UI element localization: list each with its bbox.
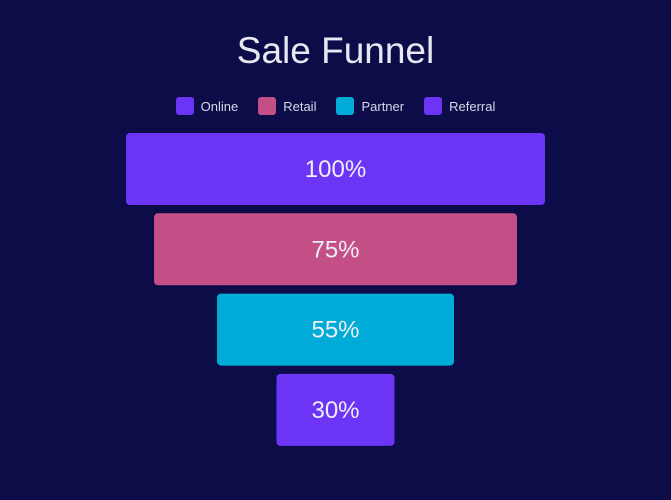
funnel-bar-partner[interactable]: [217, 293, 454, 366]
funnel-bar-online[interactable]: [126, 133, 545, 205]
funnel-label: 30%: [311, 397, 359, 424]
funnel-bar-retail[interactable]: [154, 213, 517, 286]
legend-swatch: [175, 97, 194, 115]
legend: Online Retail Partner Referral: [0, 97, 671, 115]
legend-label: Partner: [361, 98, 405, 114]
legend-label: Retail: [283, 98, 317, 114]
legend-swatch: [258, 97, 277, 115]
funnel-label: 55%: [311, 317, 359, 344]
funnel-label: 75%: [311, 236, 359, 263]
legend-item-retail[interactable]: Retail: [258, 97, 316, 115]
chart-title: Sale Funnel: [236, 30, 435, 71]
funnel-label: 100%: [305, 156, 366, 183]
legend-label: Online: [200, 98, 239, 114]
legend-label: Referral: [449, 98, 496, 114]
funnel-bar-referral[interactable]: [276, 373, 395, 446]
legend-item-referral[interactable]: Referral: [424, 97, 495, 115]
legend-item-online[interactable]: Online: [175, 97, 239, 115]
legend-swatch: [424, 97, 443, 115]
legend-item-partner[interactable]: Partner: [336, 97, 404, 115]
legend-swatch: [336, 97, 355, 115]
